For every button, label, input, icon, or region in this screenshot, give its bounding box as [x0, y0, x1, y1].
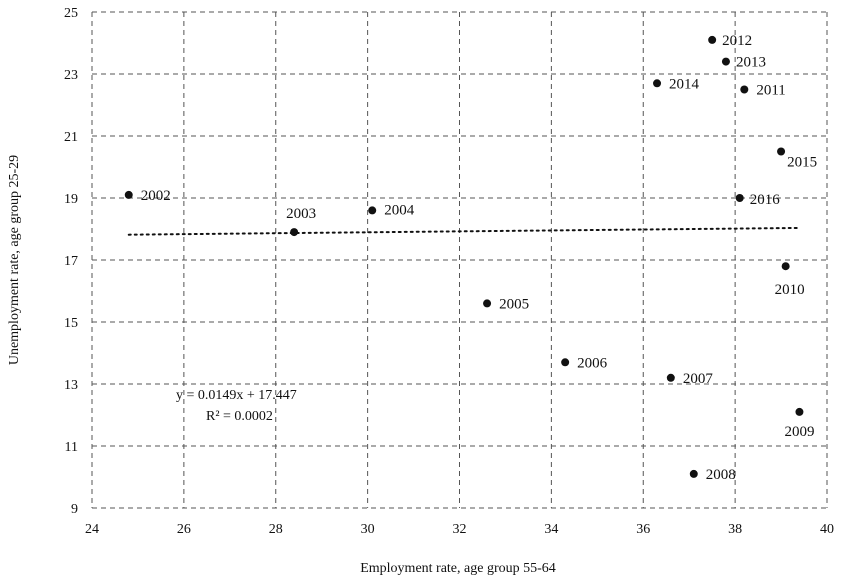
point-label: 2014 — [669, 76, 700, 92]
point-label: 2004 — [384, 202, 415, 218]
point-label: 2016 — [750, 192, 781, 208]
grid — [91, 11, 828, 509]
data-point — [290, 228, 299, 237]
point-label: 2006 — [577, 355, 608, 371]
data-points — [124, 35, 804, 478]
y-tick-label: 11 — [65, 440, 78, 455]
x-tick-label: 24 — [85, 522, 99, 537]
data-point — [666, 373, 675, 382]
data-point — [735, 194, 744, 202]
data-point — [483, 299, 492, 308]
data-point — [368, 206, 377, 215]
y-tick-label: 17 — [64, 254, 78, 269]
point-label: 2012 — [722, 33, 752, 49]
y-tick-label: 19 — [64, 192, 78, 207]
x-tick-labels: 24 26 28 30 32 34 36 38 40 — [85, 522, 834, 537]
x-tick-label: 38 — [728, 522, 742, 537]
trendline — [127, 226, 801, 236]
data-point — [777, 147, 786, 156]
x-tick-label: 30 — [361, 522, 375, 537]
point-label: 2007 — [683, 371, 714, 387]
data-point — [740, 85, 749, 94]
y-tick-label: 15 — [64, 316, 78, 331]
trendline-r-squared: R² = 0.0002 — [206, 409, 273, 424]
trendline-equation: y = 0.0149x + 17.447 — [176, 388, 297, 403]
x-axis-title: Employment rate, age group 55-64 — [360, 561, 556, 576]
point-label: 2015 — [787, 155, 817, 171]
y-axis-title: Unemployment rate, age group 25-29 — [7, 155, 22, 365]
data-point — [721, 57, 730, 66]
y-tick-label: 21 — [64, 130, 78, 145]
x-tick-label: 40 — [820, 522, 834, 537]
x-tick-label: 34 — [544, 522, 558, 537]
x-tick-label: 26 — [177, 522, 191, 537]
data-point — [795, 407, 804, 416]
point-label: 2013 — [736, 55, 766, 71]
point-label: 2008 — [706, 467, 736, 483]
point-labels: 2002 2003 2004 2005 2006 2007 2008 2009 2010 2011… — [141, 33, 817, 483]
point-label: 2010 — [775, 282, 805, 298]
point-label: 2011 — [756, 83, 785, 99]
point-label: 2005 — [499, 296, 529, 312]
point-label: 2003 — [286, 206, 316, 222]
x-tick-label: 36 — [636, 522, 650, 537]
point-label: 2002 — [141, 188, 171, 204]
y-tick-labels: 9 11 13 15 17 19 21 23 25 — [64, 6, 78, 517]
data-point — [561, 358, 570, 367]
x-tick-label: 28 — [269, 522, 283, 537]
data-point — [653, 79, 662, 88]
point-label: 2009 — [784, 424, 814, 440]
x-tick-label: 32 — [453, 522, 467, 537]
y-tick-label: 23 — [64, 68, 78, 83]
data-point — [124, 190, 133, 199]
y-tick-label: 13 — [64, 378, 78, 393]
y-tick-label: 25 — [64, 6, 78, 21]
y-tick-label: 9 — [71, 502, 78, 517]
data-point — [781, 262, 790, 271]
data-point — [708, 35, 717, 44]
data-point — [689, 469, 698, 478]
